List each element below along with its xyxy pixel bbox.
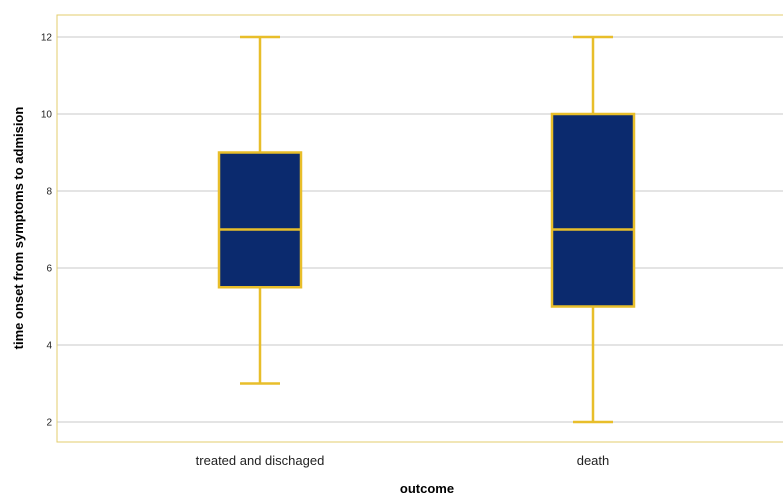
- x-category-label-2: death: [577, 453, 610, 468]
- gridlines: [57, 36, 783, 423]
- box-1: [217, 35, 303, 385]
- iqr-box: [550, 112, 636, 308]
- y-tick-label-12: 12: [41, 33, 53, 44]
- y-axis-title: time onset from symptoms to admision: [11, 107, 26, 350]
- y-axis-ticks: 2 4 6 8 10 12: [41, 33, 53, 429]
- y-tick-label-4: 4: [46, 341, 52, 352]
- x-axis-title: outcome: [400, 481, 454, 496]
- y-tick-label-10: 10: [41, 110, 53, 121]
- iqr-box: [217, 151, 303, 289]
- y-tick-label-2: 2: [46, 418, 52, 429]
- box-2: [550, 35, 636, 424]
- plot-area-frame: [56, 14, 783, 443]
- boxes: [217, 35, 636, 424]
- y-tick-label-6: 6: [46, 264, 52, 275]
- x-axis-categories: treated and dischaged death: [196, 453, 610, 468]
- x-category-label-1: treated and dischaged: [196, 453, 325, 468]
- y-tick-label-8: 8: [46, 187, 52, 198]
